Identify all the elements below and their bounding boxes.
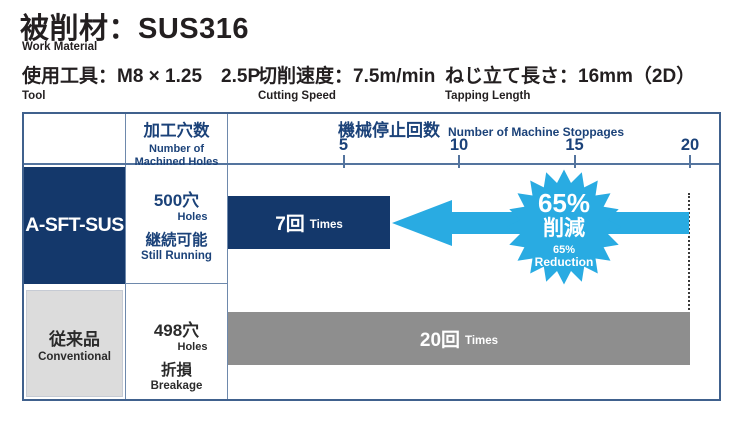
- holes-column-header: 加工穴数 Number of Machined Holes: [126, 117, 227, 168]
- axis-tick-mark: [573, 155, 576, 168]
- holes-count: 500穴: [153, 191, 200, 210]
- bar-value-unit: Times: [309, 219, 343, 231]
- axis-tick-mark: [458, 155, 460, 168]
- spec-tool: 使用工具：M8 × 1.25 2.5P Tool: [22, 61, 260, 102]
- spec-cutting-speed: 切削速度：7.5m/min Cutting Speed: [258, 61, 435, 102]
- starburst-badge-icon: [506, 169, 622, 285]
- holes-count: 498穴: [153, 321, 200, 340]
- axis-tick-mark: [689, 155, 691, 168]
- bar-a-sft-sus: 7回 Times: [228, 196, 390, 249]
- result-en: Breakage: [150, 380, 203, 392]
- result-jp: 折損: [160, 362, 192, 379]
- row-label-a-sft-sus: A-SFT-SUS: [24, 167, 125, 284]
- reference-dotted-line: [688, 193, 690, 310]
- badge-reduction-jp: 削減: [543, 217, 585, 240]
- holes-header-en-line1: Number of: [149, 143, 204, 155]
- chart-axis-line: [24, 163, 719, 165]
- page-title: 被削材：SUS316: [20, 13, 250, 45]
- column-divider-2: [227, 114, 228, 399]
- holes-cell-a-sft-sus: 500穴 Holes 継続可能 Still Running: [126, 186, 227, 262]
- holes-cell-conventional: 498穴 Holes 折損 Breakage: [126, 316, 227, 392]
- spec-tapping-length-value: ねじ立て長さ：16mm（2D）: [445, 66, 696, 87]
- holes-header-en-line2: Machined Holes: [134, 155, 219, 168]
- bar-conventional: 20回 Times: [228, 312, 690, 365]
- bar-value-unit: Times: [465, 335, 499, 347]
- axis-tick-mark: [342, 155, 345, 168]
- row-label-conventional: 従来品 Conventional: [26, 290, 123, 397]
- spec-cutting-speed-label-en: Cutting Speed: [258, 90, 336, 102]
- holes-header-en: Number of Machined Holes: [126, 143, 227, 168]
- column-divider-1: [125, 114, 126, 399]
- starburst-badge-text: 65% 削減 65% Reduction: [506, 190, 622, 269]
- bar-value-label: 7回: [275, 214, 305, 235]
- stoppages-header-jp: 機械停止回数: [338, 121, 440, 140]
- badge-percent-en: 65%: [552, 244, 576, 256]
- spec-tool-value: 使用工具：M8 × 1.25 2.5P: [22, 66, 261, 87]
- holes-unit-en: Holes: [177, 211, 208, 223]
- spec-tapping-length: ねじ立て長さ：16mm（2D） Tapping Length: [445, 61, 695, 102]
- axis-tick-label: 10: [449, 136, 469, 154]
- spec-tapping-length-label-en: Tapping Length: [445, 90, 531, 102]
- holes-header-jp: 加工穴数: [143, 122, 210, 140]
- spec-tool-label-en: Tool: [22, 90, 46, 102]
- row-label-text: A-SFT-SUS: [25, 214, 124, 236]
- axis-tick-label: 20: [680, 136, 700, 154]
- stoppages-header-en: Number of Machine Stoppages: [448, 125, 625, 139]
- badge-percent-jp: 65%: [537, 188, 591, 218]
- row-divider: [126, 283, 227, 284]
- badge-reduction-en: Reduction: [534, 255, 594, 269]
- bar-value-label: 20回: [419, 330, 461, 351]
- axis-tick-label: 15: [565, 136, 584, 154]
- stoppages-column-header: 機械停止回数 Number of Machine Stoppages: [338, 116, 624, 141]
- result-en: Still Running: [141, 250, 212, 262]
- axis-tick-label: 5: [338, 136, 349, 154]
- row-label-text: 従来品: [49, 329, 100, 349]
- holes-unit-en: Holes: [177, 341, 208, 353]
- page-title-en: Work Material: [22, 41, 98, 53]
- result-jp: 継続可能: [145, 232, 208, 249]
- spec-cutting-speed-value: 切削速度：7.5m/min: [258, 66, 436, 87]
- row-label-en: Conventional: [38, 350, 111, 363]
